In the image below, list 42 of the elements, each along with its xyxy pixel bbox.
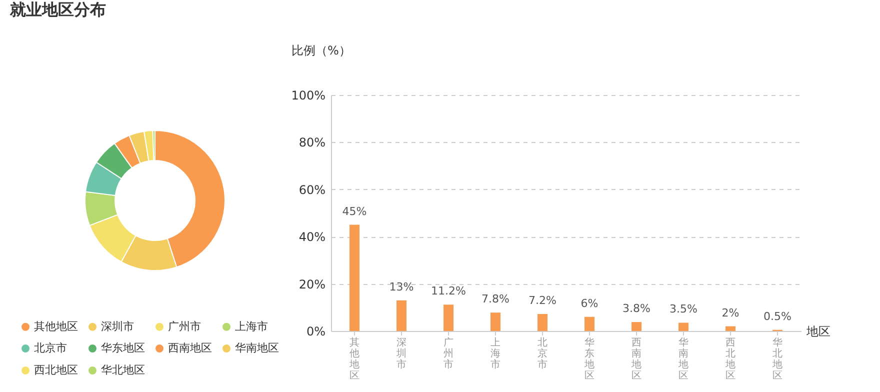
x-tick-label: 华南地区 <box>678 336 688 382</box>
bar <box>350 224 360 331</box>
legend-label: 广州市 <box>168 320 201 333</box>
data-label: 0.5% <box>764 310 792 323</box>
bar <box>678 322 688 331</box>
y-tick-label: 100% <box>291 88 326 102</box>
data-label: 3.8% <box>622 302 650 316</box>
data-label: 7.8% <box>482 292 510 306</box>
bar <box>726 326 736 331</box>
data-label: 6% <box>580 296 598 310</box>
data-label: 3.5% <box>670 302 698 316</box>
data-label: 11.2% <box>431 284 466 298</box>
x-tick-label: 西北地区 <box>724 338 736 382</box>
bar <box>490 312 500 331</box>
legend-label: 其他地区 <box>34 320 78 333</box>
x-axis-title: 地区 <box>806 324 830 338</box>
x-tick-label: 上海市 <box>490 336 500 370</box>
x-tick-label: 北京市 <box>538 336 548 370</box>
chart-title: 就业地区分布 <box>9 0 106 19</box>
bar <box>538 314 548 331</box>
x-tick-label: 华东地区 <box>584 336 594 382</box>
bar <box>632 322 642 331</box>
x-tick-label: 其他地区 <box>348 336 360 382</box>
bar <box>584 316 594 331</box>
y-tick-label: 80% <box>298 136 326 150</box>
x-tick-label: 西南地区 <box>630 338 642 382</box>
x-tick-label: 深圳市 <box>396 336 406 370</box>
legend-label: 上海市 <box>235 320 268 333</box>
data-label: 13% <box>389 280 414 294</box>
x-tick-label: 广州市 <box>444 336 454 370</box>
y-tick-label: 0% <box>306 324 326 338</box>
data-label: 45% <box>342 204 367 218</box>
data-label: 2% <box>722 306 740 320</box>
bar <box>444 304 454 331</box>
y-tick-label: 20% <box>298 277 326 292</box>
legend-label: 深圳市 <box>101 320 134 333</box>
x-tick-label: 华北地区 <box>772 336 782 382</box>
y-tick-label: 60% <box>298 182 326 197</box>
data-label: 7.2% <box>528 294 556 308</box>
y-axis-title: 比例（%） <box>292 44 351 58</box>
y-tick-label: 40% <box>298 230 326 244</box>
bar <box>396 300 406 331</box>
